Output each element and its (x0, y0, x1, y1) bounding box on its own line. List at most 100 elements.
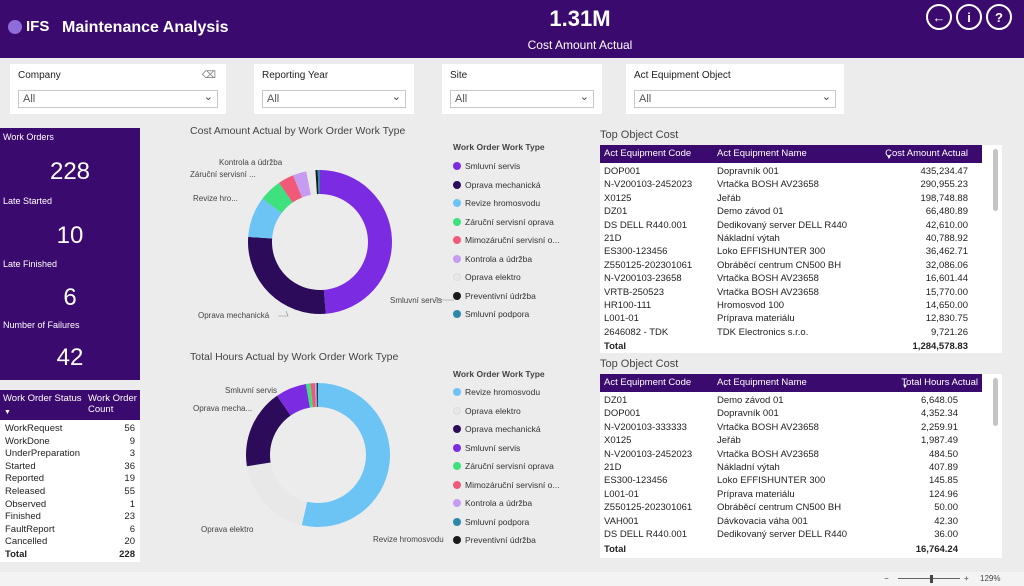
column-header[interactable]: Total Hours Actual (901, 377, 978, 388)
donut-slice[interactable] (246, 462, 308, 526)
column-header[interactable]: Cost Amount Actual (885, 148, 968, 159)
column-header[interactable]: Act Equipment Code (604, 377, 692, 388)
table-row[interactable]: Finished 23 (0, 511, 140, 524)
legend-item[interactable]: Preventivní údržba (453, 531, 559, 550)
legend-item[interactable]: Smluvní podpora (453, 513, 559, 532)
legend-item[interactable]: Oprava elektro (453, 402, 559, 421)
table-row[interactable]: Cancelled 20 (0, 536, 140, 549)
table-row[interactable]: VAH001 Dávkovacia váha 001 42.30 (600, 516, 982, 529)
table-row[interactable]: DS DELL R440.001 Dedikovaný server DELL R… (600, 220, 982, 233)
column-header[interactable]: Act Equipment Code (604, 148, 692, 159)
equipment-object-dropdown[interactable]: All ⌄ (634, 90, 836, 108)
table-row[interactable]: N-V200103-23658 Vrtačka BOSH AV23658 16,60… (600, 273, 982, 286)
table-row[interactable]: N-V200103-333333 Vrtačka BOSH AV23658 2,25… (600, 422, 982, 435)
table-row[interactable]: N-V200103-2452023 Vrtačka BOSH AV23658 484… (600, 449, 982, 462)
legend-item[interactable]: Smluvní podpora (453, 305, 559, 324)
company-dropdown[interactable]: All ⌄ (18, 90, 218, 108)
legend-item[interactable]: Revize hromosvodu (453, 194, 559, 213)
legend-item[interactable]: Mimozáruční servisní o... (453, 476, 559, 495)
donut-slice[interactable] (248, 198, 282, 239)
legend-item[interactable]: Záruční servisní oprava (453, 457, 559, 476)
count-column-header[interactable]: Work Order Count (88, 393, 137, 415)
table-row[interactable]: DS DELL R440.001 Dedikovaný server DELL R… (600, 529, 982, 542)
column-header[interactable]: Act Equipment Name (717, 148, 807, 159)
table-row[interactable]: 21D Nákladní výtah 407.89 (600, 462, 982, 475)
donut-slice[interactable] (301, 383, 390, 527)
donut-slice[interactable] (317, 170, 320, 195)
reporting-year-dropdown[interactable]: All ⌄ (262, 90, 406, 108)
table-row[interactable]: N-V200103-2452023 Vrtačka BOSH AV23658 290… (600, 179, 982, 192)
row-value: 36.00 (934, 529, 958, 540)
legend-item[interactable]: Smluvní servis (453, 157, 559, 176)
eraser-icon[interactable]: ⌫ (201, 70, 216, 81)
scrollbar[interactable] (993, 149, 998, 211)
table-row[interactable]: DZ01 Demo závod 01 66,480.89 (600, 206, 982, 219)
donut-slice[interactable] (317, 383, 318, 408)
zoom-out-icon[interactable]: − (884, 574, 889, 583)
equipment-name: Demo závod 01 (717, 395, 784, 406)
table-row[interactable]: DOP001 Dopravník 001 4,352.34 (600, 408, 982, 421)
row-value: 32,086.06 (925, 259, 968, 271)
table-row[interactable]: Started 36 (0, 461, 140, 474)
filter-label: Site (450, 70, 468, 81)
table-row[interactable]: Z550125-202301061 Obráběcí centrum CN500 … (600, 260, 982, 273)
data-label: Oprava mecha... (193, 404, 253, 413)
table-row[interactable]: Z550125-202301061 Obráběcí centrum CN500 … (600, 502, 982, 515)
donut-slice[interactable] (306, 170, 317, 195)
zoom-slider-handle[interactable] (930, 575, 933, 583)
table-row[interactable]: L001-01 Príprava materiálu 12,830.75 (600, 313, 982, 326)
donut-slice[interactable] (278, 175, 303, 203)
info-icon[interactable]: i (956, 4, 982, 30)
table-row[interactable]: FaultReport 6 (0, 524, 140, 537)
equipment-code: 21D (604, 462, 622, 473)
legend-item[interactable]: Oprava elektro (453, 268, 559, 287)
table-row[interactable]: DZ01 Demo závod 01 6,648.05 (600, 395, 982, 408)
donut-slice[interactable] (314, 383, 317, 408)
legend-item[interactable]: Kontrola a údržba (453, 494, 559, 513)
donut-slice[interactable] (262, 182, 293, 214)
donut-slice[interactable] (277, 384, 310, 416)
column-header[interactable]: Act Equipment Name (717, 377, 807, 388)
zoom-in-icon[interactable]: + (964, 574, 969, 583)
table-row[interactable]: DOP001 Dopravník 001 435,234.47 (600, 166, 982, 179)
donut-slice[interactable] (315, 170, 319, 195)
table-row[interactable]: 21D Nákladní výtah 40,788.92 (600, 233, 982, 246)
table-row[interactable]: L001-01 Príprava materiálu 124.96 (600, 489, 982, 502)
table-row[interactable]: VRTB-250523 Vrtačka BOSH AV23658 15,770.00 (600, 287, 982, 300)
legend-item[interactable]: Kontrola a údržba (453, 250, 559, 269)
status-column-header[interactable]: Work Order Status (3, 393, 82, 404)
table-row[interactable]: 2646082 - TDK TDK Electronics s.r.o. 9,721… (600, 327, 982, 340)
work-order-status-table: Work Order Status Work Order Count ▼ Wor… (0, 390, 140, 562)
legend-item[interactable]: Revize hromosvodu (453, 383, 559, 402)
table-row[interactable]: Observed 1 (0, 499, 140, 512)
table-row[interactable]: WorkDone 9 (0, 436, 140, 449)
table-row[interactable]: X0125 Jeřáb 198,748.88 (600, 193, 982, 206)
table-row[interactable]: HR100-111 Hromosvod 100 14,650.00 (600, 300, 982, 313)
donut-slice[interactable] (305, 383, 313, 408)
donut-slice[interactable] (293, 171, 311, 198)
site-dropdown[interactable]: All ⌄ (450, 90, 594, 108)
legend-item[interactable]: Záruční servisní oprava (453, 213, 559, 232)
donut-slice[interactable] (310, 383, 316, 408)
legend-item[interactable]: Mimozáruční servisní o... (453, 231, 559, 250)
table-row[interactable]: Reported 19 (0, 473, 140, 486)
legend-item[interactable]: Oprava mechanická (453, 176, 559, 195)
back-arrow-icon[interactable]: ← (926, 4, 952, 30)
scrollbar[interactable] (993, 378, 998, 426)
table-row[interactable]: UnderPreparation 3 (0, 448, 140, 461)
legend-label: Smluvní servis (465, 161, 521, 172)
legend-item[interactable]: Oprava mechanická (453, 420, 559, 439)
table-row[interactable]: ES300-123456 Loko EFFISHUNTER 300 36,462.7… (600, 246, 982, 259)
table-row[interactable]: X0125 Jeřáb 1,987.49 (600, 435, 982, 448)
table-row[interactable]: WorkRequest 56 (0, 423, 140, 436)
zoom-slider[interactable] (898, 578, 960, 579)
help-icon[interactable]: ? (986, 4, 1012, 30)
donut-slice[interactable] (320, 170, 393, 314)
donut-slice[interactable] (246, 395, 291, 467)
donut-slice[interactable] (316, 383, 318, 408)
legend-item[interactable]: Preventivní údržba (453, 287, 559, 306)
donut-slice[interactable] (247, 236, 326, 314)
legend-item[interactable]: Smluvní servis (453, 439, 559, 458)
table-row[interactable]: ES300-123456 Loko EFFISHUNTER 300 145.85 (600, 475, 982, 488)
table-row[interactable]: Released 55 (0, 486, 140, 499)
